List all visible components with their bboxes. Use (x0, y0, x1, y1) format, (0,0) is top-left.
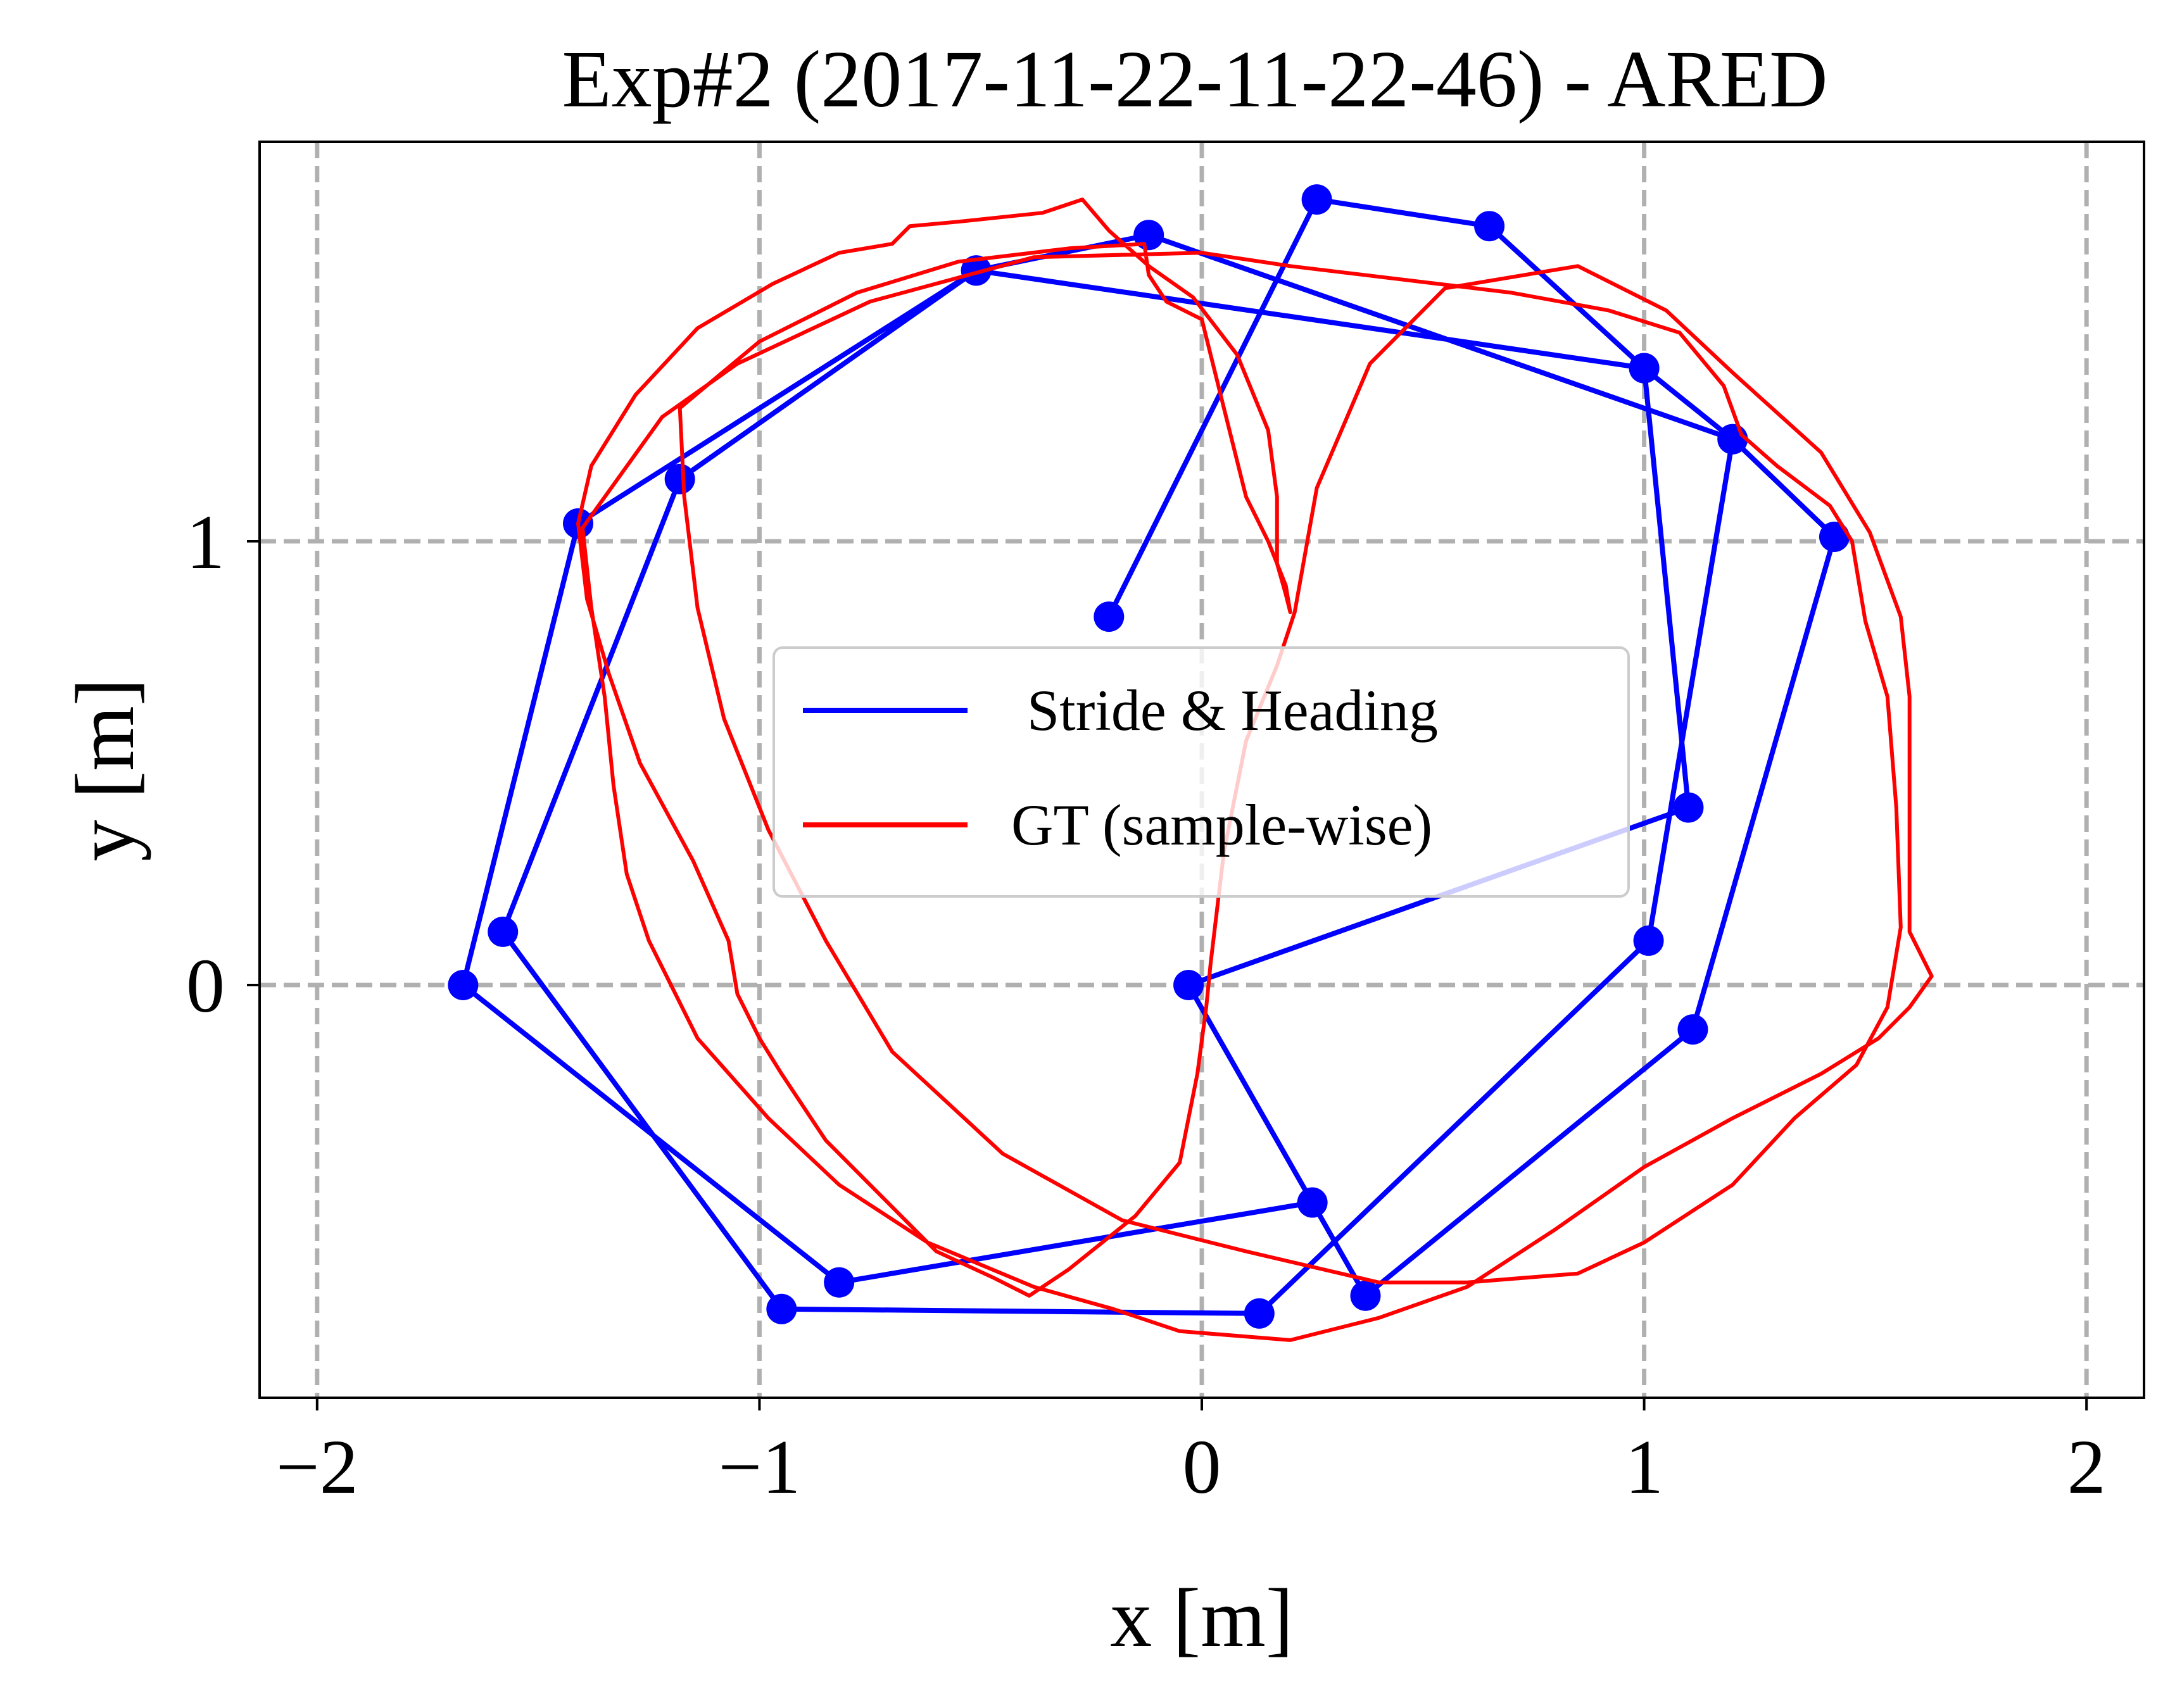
stride-heading-point (961, 255, 992, 286)
stride-heading-point (1244, 1298, 1275, 1329)
legend-box (773, 646, 1630, 898)
legend: Stride & Heading GT (sample-wise) (773, 646, 1630, 898)
axis-ticks: −2 −1 0 1 2 0 1 (186, 499, 2106, 1510)
y-tick-label: 1 (186, 499, 225, 585)
stride-heading-point (1629, 353, 1660, 384)
stride-heading-point (1633, 925, 1664, 956)
stride-heading-point (1173, 970, 1204, 1001)
stride-heading-point (824, 1267, 855, 1298)
x-tick-label: 0 (1183, 1424, 1221, 1510)
x-tick-label: −1 (719, 1424, 801, 1510)
stride-heading-point (1297, 1187, 1328, 1218)
stride-heading-point (1350, 1280, 1381, 1311)
x-tick-label: −2 (276, 1424, 358, 1510)
stride-heading-point (1301, 184, 1332, 215)
y-axis-label: y [m] (58, 678, 151, 862)
stride-heading-point (766, 1293, 797, 1324)
stride-heading-point (664, 463, 695, 494)
chart-title: Exp#2 (2017-11-22-11-22-46) - ARED (562, 34, 1827, 124)
stride-heading-point (1094, 601, 1125, 632)
stride-heading-point (448, 970, 479, 1001)
y-tick-label: 0 (186, 943, 225, 1029)
ground-truth-line (576, 198, 1934, 1342)
stride-heading-point (1819, 521, 1850, 552)
legend-label-stride-heading: Stride & Heading (1027, 678, 1438, 743)
x-axis-label: x [m] (1110, 1571, 1294, 1664)
stride-heading-point (1677, 1014, 1708, 1045)
legend-label-ground-truth: GT (sample-wise) (1011, 793, 1432, 857)
stride-heading-point (1717, 424, 1748, 455)
plot-area (448, 184, 1934, 1342)
x-tick-label: 1 (1625, 1424, 1663, 1510)
x-tick-label: 2 (2067, 1424, 2106, 1510)
stride-heading-line (460, 197, 1837, 1316)
stride-heading-point (488, 916, 519, 947)
stride-heading-point (1474, 211, 1505, 242)
stride-heading-point (1673, 792, 1704, 823)
